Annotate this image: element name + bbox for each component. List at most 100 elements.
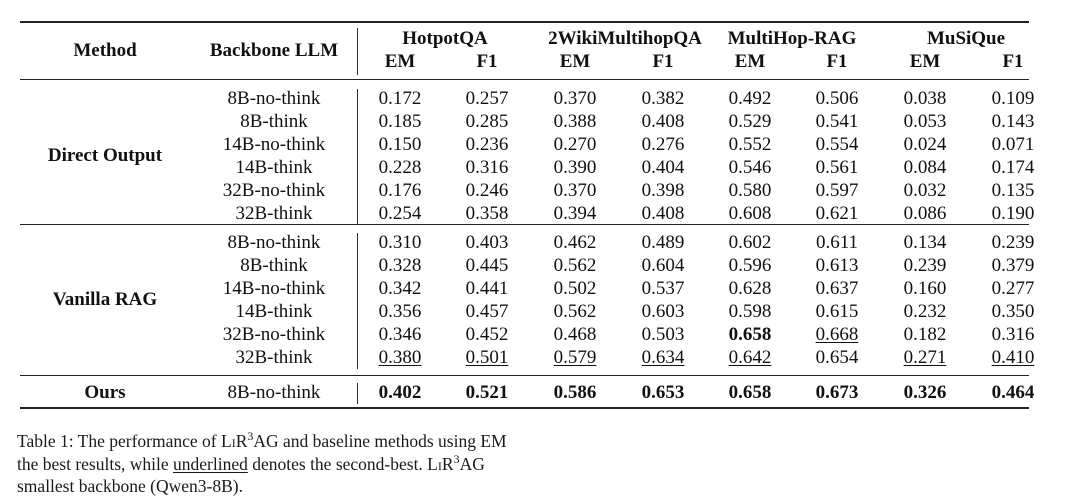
- table-cell: 0.174: [991, 157, 1035, 178]
- bottom-rule: [20, 407, 1029, 409]
- table-cell: 0.506: [815, 88, 859, 109]
- table-cell: 0.160: [903, 278, 947, 299]
- table-cell: 0.628: [728, 278, 772, 299]
- table-cell: 0.615: [815, 301, 859, 322]
- table-cell: 0.502: [553, 278, 597, 299]
- table-cell: 0.239: [991, 232, 1035, 253]
- table-cell: 0.394: [553, 203, 597, 224]
- table-cell: 0.529: [728, 111, 772, 132]
- table-cell: 0.410: [991, 347, 1035, 368]
- table-cell: 0.598: [728, 301, 772, 322]
- header-metric-em: EM: [909, 51, 941, 72]
- table-cell: 0.084: [903, 157, 947, 178]
- table-cell: 0.310: [378, 232, 422, 253]
- table-cell: 0.653: [641, 382, 685, 403]
- header-rule: [20, 79, 1029, 80]
- table-cell: 0.634: [641, 347, 685, 368]
- table-cell: 0.239: [903, 255, 947, 276]
- table-caption: Table 1: The performance of LiR3AG and b…: [17, 430, 617, 498]
- table-cell: 0.602: [728, 232, 772, 253]
- table-cell: 0.586: [553, 382, 597, 403]
- table-cell: 0.537: [641, 278, 685, 299]
- backbone-label: 8B-no-think: [227, 232, 321, 253]
- table-cell: 0.172: [378, 88, 422, 109]
- table-cell: 0.236: [465, 134, 509, 155]
- table-cell: 0.071: [991, 134, 1035, 155]
- table-cell: 0.190: [991, 203, 1035, 224]
- group-label: Ours: [84, 381, 126, 403]
- table-cell: 0.285: [465, 111, 509, 132]
- table-cell: 0.552: [728, 134, 772, 155]
- backbone-label: 8B-think: [240, 111, 308, 132]
- table-cell: 0.452: [465, 324, 509, 345]
- table-cell: 0.254: [378, 203, 422, 224]
- group-label: Vanilla RAG: [52, 289, 158, 310]
- table-cell: 0.562: [553, 301, 597, 322]
- group-rule-1: [20, 224, 1029, 225]
- table-cell: 0.053: [903, 111, 947, 132]
- table-cell: 0.276: [641, 134, 685, 155]
- table-cell: 0.492: [728, 88, 772, 109]
- header-method: Method: [73, 40, 137, 61]
- table-cell: 0.346: [378, 324, 422, 345]
- caption-line-1: Table 1: The performance of LiR3AG and b…: [17, 430, 507, 451]
- table-cell: 0.611: [815, 232, 859, 253]
- table-cell: 0.342: [378, 278, 422, 299]
- table-cell: 0.501: [465, 347, 509, 368]
- caption-line-3: smallest backbone (Qwen3-8B).: [17, 476, 243, 496]
- table-cell: 0.270: [553, 134, 597, 155]
- table-cell: 0.379: [991, 255, 1035, 276]
- table-cell: 0.328: [378, 255, 422, 276]
- header-metric-em: EM: [384, 51, 416, 72]
- table-cell: 0.408: [641, 111, 685, 132]
- table-cell: 0.613: [815, 255, 859, 276]
- table-cell: 0.596: [728, 255, 772, 276]
- column-separator: [357, 89, 358, 225]
- table-cell: 0.445: [465, 255, 509, 276]
- backbone-label: 14B-think: [235, 301, 313, 322]
- table-cell: 0.032: [903, 180, 947, 201]
- table-cell: 0.185: [378, 111, 422, 132]
- table-cell: 0.086: [903, 203, 947, 224]
- table-cell: 0.228: [378, 157, 422, 178]
- backbone-label: 32B-think: [235, 347, 313, 368]
- backbone-label: 32B-no-think: [222, 180, 326, 201]
- header-backbone: Backbone LLM: [209, 40, 339, 61]
- table-cell: 0.561: [815, 157, 859, 178]
- table-cell: 0.408: [641, 203, 685, 224]
- table-cell: 0.580: [728, 180, 772, 201]
- header-metric-em: EM: [734, 51, 766, 72]
- table-cell: 0.597: [815, 180, 859, 201]
- backbone-label: 32B-no-think: [222, 324, 326, 345]
- table-cell: 0.668: [815, 324, 859, 345]
- header-dataset-hotpotqa: HotpotQA: [402, 28, 488, 49]
- table-cell: 0.246: [465, 180, 509, 201]
- table-cell: 0.503: [641, 324, 685, 345]
- header-dataset-musique: MuSiQue: [926, 28, 1006, 49]
- table-cell: 0.402: [378, 382, 422, 403]
- header-dataset-2wiki: 2WikiMultihopQA: [548, 28, 702, 49]
- table-cell: 0.358: [465, 203, 509, 224]
- table-cell: 0.390: [553, 157, 597, 178]
- table-cell: 0.658: [728, 382, 772, 403]
- table-cell: 0.464: [991, 382, 1035, 403]
- backbone-label: 14B-no-think: [222, 278, 326, 299]
- table-cell: 0.388: [553, 111, 597, 132]
- backbone-label: 32B-think: [235, 203, 313, 224]
- table-cell: 0.109: [991, 88, 1035, 109]
- header-dataset-multihoprag: MultiHop-RAG: [727, 28, 857, 49]
- table-cell: 0.326: [903, 382, 947, 403]
- table-cell: 0.370: [553, 180, 597, 201]
- table-cell: 0.182: [903, 324, 947, 345]
- table-cell: 0.541: [815, 111, 859, 132]
- table-cell: 0.382: [641, 88, 685, 109]
- table-cell: 0.654: [815, 347, 859, 368]
- table-cell: 0.024: [903, 134, 947, 155]
- header-metric-f1: F1: [826, 51, 848, 72]
- table-cell: 0.546: [728, 157, 772, 178]
- table-cell: 0.441: [465, 278, 509, 299]
- table-cell: 0.608: [728, 203, 772, 224]
- table-cell: 0.457: [465, 301, 509, 322]
- table-cell: 0.356: [378, 301, 422, 322]
- backbone-label: 8B-no-think: [227, 88, 321, 109]
